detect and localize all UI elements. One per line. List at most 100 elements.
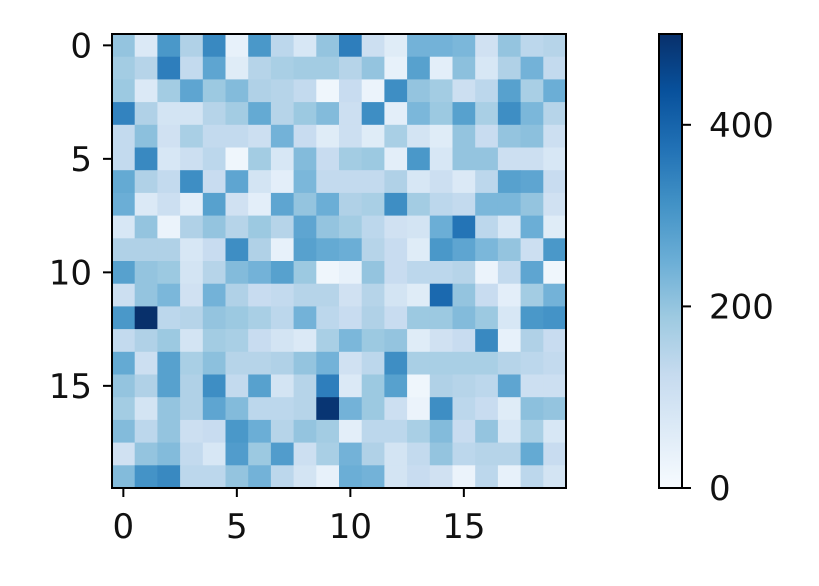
heatmap-cell [520, 238, 544, 262]
heatmap-cell [134, 147, 158, 171]
heatmap-cell [339, 192, 363, 216]
heatmap-cell [384, 215, 408, 239]
heatmap-cell [134, 329, 158, 353]
heatmap-cell [180, 56, 204, 80]
heatmap-cell [316, 192, 340, 216]
heatmap-cell [520, 351, 544, 375]
heatmap-cell [293, 34, 317, 58]
heatmap-cell [520, 79, 544, 103]
heatmap-cell [248, 102, 272, 126]
colorbar [658, 33, 683, 489]
heatmap-cell [361, 306, 385, 330]
heatmap-cell [180, 329, 204, 353]
heatmap-cell [316, 397, 340, 421]
heatmap-cell [361, 34, 385, 58]
heatmap-cell [407, 215, 431, 239]
heatmap-cell [339, 283, 363, 307]
heatmap-cell [384, 261, 408, 285]
heatmap-cell [520, 56, 544, 80]
heatmap-cell [157, 442, 181, 466]
heatmap-cell [225, 170, 249, 194]
heatmap-cell [316, 465, 340, 489]
heatmap-cell [475, 374, 499, 398]
heatmap-cell [157, 374, 181, 398]
heatmap-cell [134, 283, 158, 307]
heatmap-cell [316, 374, 340, 398]
x-axis: 0 5 10 15 [113, 488, 485, 547]
heatmap-cell [270, 283, 294, 307]
heatmap-cell [134, 306, 158, 330]
heatmap-cell [429, 351, 453, 375]
heatmap-cell [429, 419, 453, 443]
heatmap-cell [407, 465, 431, 489]
heatmap-cell [270, 329, 294, 353]
heatmap-cell [180, 215, 204, 239]
heatmap-cell [407, 306, 431, 330]
colorbar-tick-label: 400 [709, 106, 774, 146]
heatmap-cell [316, 56, 340, 80]
heatmap-cell [452, 124, 476, 148]
heatmap-cell [248, 261, 272, 285]
heatmap-cell [452, 79, 476, 103]
heatmap-cell [429, 34, 453, 58]
heatmap-cell [225, 79, 249, 103]
heatmap-cell [134, 465, 158, 489]
heatmap-cell [157, 261, 181, 285]
heatmap-cell [475, 397, 499, 421]
colorbar-axis: 0 200 400 [682, 106, 774, 509]
heatmap-cell [202, 215, 226, 239]
heatmap-cell [429, 283, 453, 307]
heatmap-cell [157, 79, 181, 103]
heatmap-cell [316, 283, 340, 307]
heatmap-cells [112, 34, 567, 489]
heatmap-cell [497, 465, 521, 489]
heatmap-cell [157, 238, 181, 262]
y-tick-label: 0 [70, 26, 92, 66]
heatmap-cell [180, 419, 204, 443]
heatmap-cell [475, 79, 499, 103]
heatmap-cell [248, 215, 272, 239]
heatmap-cell [543, 261, 567, 285]
heatmap-cell [293, 124, 317, 148]
heatmap-cell [270, 238, 294, 262]
heatmap-cell [180, 465, 204, 489]
heatmap-cell [112, 465, 136, 489]
heatmap-cell [543, 56, 567, 80]
heatmap-cell [475, 34, 499, 58]
heatmap-cell [475, 170, 499, 194]
heatmap-cell [429, 306, 453, 330]
heatmap-cell [112, 215, 136, 239]
heatmap-cell [339, 238, 363, 262]
heatmap-cell [180, 147, 204, 171]
heatmap-cell [270, 306, 294, 330]
heatmap-cell [520, 419, 544, 443]
heatmap-cell [134, 124, 158, 148]
heatmap-cell [497, 283, 521, 307]
heatmap-cell [452, 306, 476, 330]
heatmap-cell [225, 147, 249, 171]
heatmap-cell [497, 419, 521, 443]
heatmap-cell [520, 283, 544, 307]
heatmap-cell [497, 351, 521, 375]
heatmap-cell [429, 442, 453, 466]
x-tick-label: 15 [442, 507, 485, 547]
heatmap-cell [225, 261, 249, 285]
heatmap-cell [384, 329, 408, 353]
heatmap-cell [134, 374, 158, 398]
heatmap-cell [543, 215, 567, 239]
heatmap-cell [293, 397, 317, 421]
heatmap-cell [339, 124, 363, 148]
heatmap-cell [112, 351, 136, 375]
heatmap-cell [112, 79, 136, 103]
heatmap-cell [384, 465, 408, 489]
heatmap-cell [134, 170, 158, 194]
heatmap-cell [429, 102, 453, 126]
heatmap-cell [248, 329, 272, 353]
heatmap-cell [497, 261, 521, 285]
heatmap-cell [429, 374, 453, 398]
heatmap-cell [452, 192, 476, 216]
heatmap-cell [429, 124, 453, 148]
heatmap-cell [316, 419, 340, 443]
heatmap-cell [202, 442, 226, 466]
heatmap-cell [407, 442, 431, 466]
